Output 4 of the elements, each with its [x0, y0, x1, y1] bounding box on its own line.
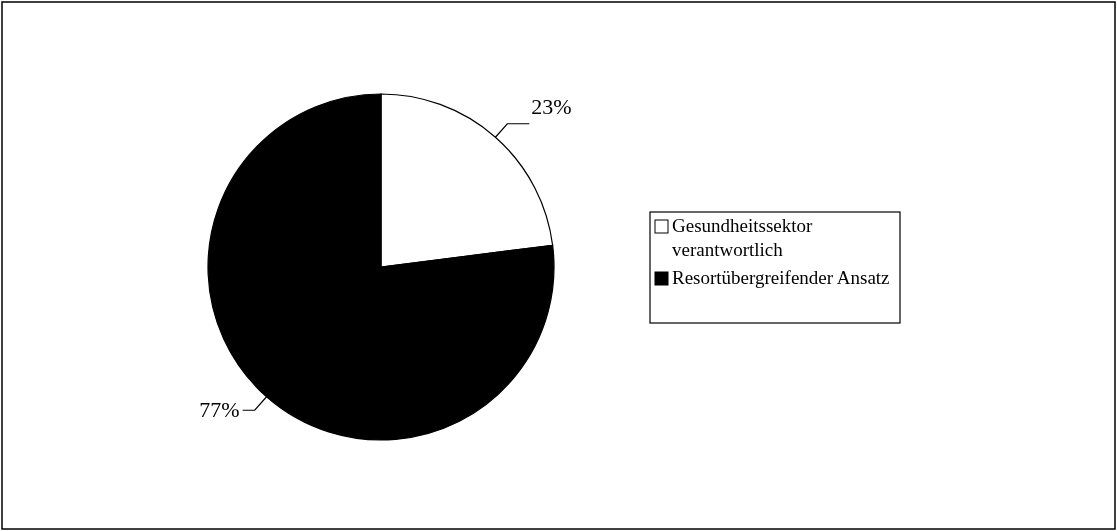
data-label: 77% — [199, 397, 240, 423]
legend-label: Gesundheitssektor verantwortlich — [672, 215, 814, 260]
data-label: 23% — [531, 93, 572, 119]
legend-label: Resortübergreifender Ansatz — [672, 267, 890, 288]
